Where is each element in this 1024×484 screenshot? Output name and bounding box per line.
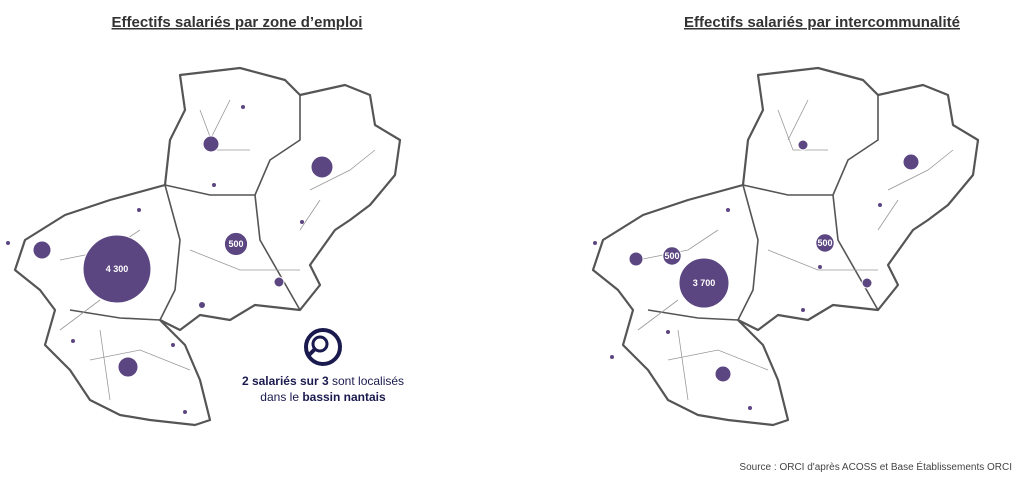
bubble: [82, 234, 152, 304]
bubble: [800, 307, 806, 313]
bubble: [877, 202, 883, 208]
callout-text: sont localisés: [329, 374, 404, 388]
bubble: [310, 155, 334, 179]
bubble: [136, 207, 142, 213]
map-outline: [13, 66, 402, 427]
bubble-label: 3 700: [693, 278, 716, 288]
bubble-label: 500: [228, 239, 243, 249]
bubble: [725, 207, 731, 213]
bubble: [861, 277, 873, 289]
bubble: [714, 365, 732, 383]
bubble: [747, 405, 753, 411]
bubble: [662, 246, 682, 266]
bubble: [797, 139, 809, 151]
callout-icon: [304, 328, 342, 366]
bubble: [223, 231, 249, 257]
callout: dans le bassin nantais: [260, 390, 386, 404]
bubble-label: 4 300: [106, 264, 129, 274]
callout-bold: 2 salariés sur 3: [242, 374, 329, 388]
bubble: [240, 104, 246, 110]
bubble: [32, 240, 52, 260]
bubble: [628, 251, 644, 267]
bubble-label: 500: [817, 238, 832, 248]
bubble: [5, 240, 11, 246]
map-title: Effectifs salariés par zone d’emploi: [112, 14, 363, 31]
callout: 2 salariés sur 3 sont localisés: [242, 374, 404, 388]
bubble: [211, 182, 217, 188]
callout-text: dans le: [260, 390, 302, 404]
bubble: [299, 219, 305, 225]
bubble: [902, 153, 920, 171]
bubble-layer: 4 300 500 3 700 500 500: [5, 104, 920, 415]
bubble: [198, 301, 206, 309]
source: Source : ORCI d'après ACOSS et Base Étab…: [739, 460, 1012, 473]
bubble: [592, 240, 598, 246]
bubble: [609, 354, 615, 360]
bubble: [678, 257, 730, 309]
callout-bold: bassin nantais: [302, 390, 386, 404]
bubble: [815, 233, 835, 253]
bubble: [817, 264, 823, 270]
bubble: [665, 329, 671, 335]
bubble: [70, 338, 76, 344]
bubble: [202, 135, 220, 153]
bubble: [182, 409, 188, 415]
bubble: [273, 276, 285, 288]
bubble: [117, 356, 139, 378]
map-outline: [591, 66, 980, 427]
bubble: [170, 342, 176, 348]
bubble-label: 500: [664, 251, 679, 261]
map-title: Effectifs salariés par intercommunalité: [684, 14, 960, 31]
